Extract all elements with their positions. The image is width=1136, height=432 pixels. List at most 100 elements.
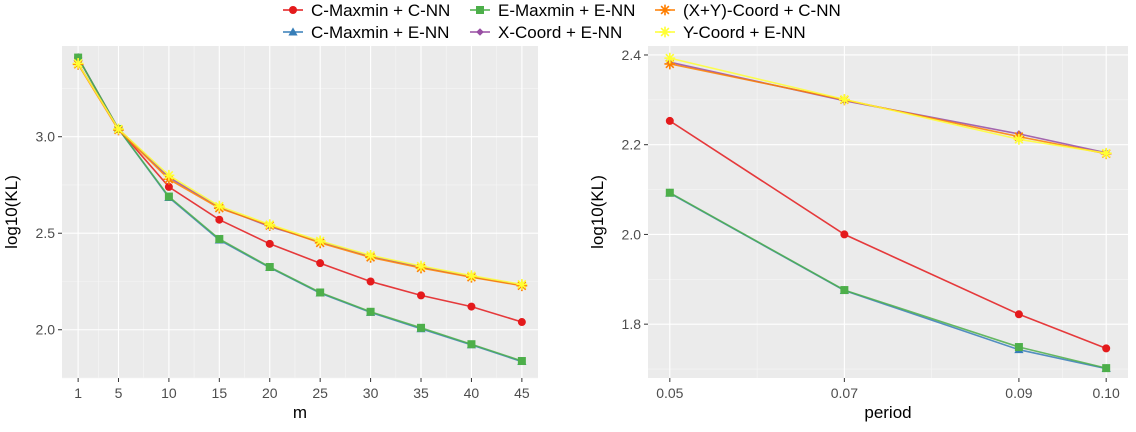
x-axis-label: period [864, 403, 911, 422]
data-point-cmax_cnn [840, 230, 849, 239]
data-point-cmax_cnn [215, 215, 224, 224]
series-emax_enn [665, 188, 1111, 373]
y-tick-label: 3.0 [36, 129, 56, 145]
data-point-ycoord_enn [1013, 133, 1025, 145]
x-tick-label: 0.07 [831, 385, 858, 401]
y-axis-label: log10(KL) [588, 175, 607, 249]
x-tick-label: 35 [413, 385, 429, 401]
data-point-cmax_cnn [417, 291, 426, 300]
y-tick-label: 2.4 [622, 47, 642, 63]
data-point-ycoord_enn [365, 250, 376, 261]
series-ycoord_enn [72, 57, 528, 290]
series-line-emax_enn [77, 57, 523, 362]
x-tick-label: 0.05 [656, 385, 683, 401]
legend-label: C-Maxmin + C-NN [311, 1, 450, 20]
x-tick-label: 0.10 [1093, 385, 1120, 401]
legend-label: X-Coord + E-NN [498, 23, 622, 42]
legend: C-Maxmin + C-NN C-Maxmin + E-NN E-Maxmin +… [283, 1, 841, 42]
data-point-emax_enn [215, 235, 224, 244]
y-tick-label: 1.8 [622, 316, 642, 332]
data-point-ycoord_enn [213, 200, 225, 212]
data-point-cmax_cnn [665, 116, 674, 125]
data-point-emax_enn [840, 286, 849, 295]
series-ycoord_enn [664, 52, 1112, 159]
data-point-ycoord_enn [466, 270, 477, 282]
data-point-ycoord_enn [113, 123, 124, 135]
y-tick-label: 2.5 [36, 225, 56, 241]
legend-item-xycoord_cnn: (X+Y)-Coord + C-NN [655, 1, 841, 20]
data-point-xycoord_cnn [664, 58, 676, 70]
data-point-emax_enn [74, 53, 83, 62]
legend-item-xcoord_enn: X-Coord + E-NN [470, 23, 622, 42]
x-tick-label: 40 [464, 385, 480, 401]
legend-label: C-Maxmin + E-NN [311, 23, 449, 42]
legend-key-marker [288, 27, 298, 36]
y-tick-label: 2.2 [622, 137, 642, 153]
y-tick-label: 2.0 [622, 226, 642, 242]
panel-period-background [648, 46, 1128, 378]
data-point-ycoord_enn [314, 235, 326, 247]
data-point-emax_enn [417, 323, 426, 332]
legend-item-cmax_cnn: C-Maxmin + C-NN [283, 1, 450, 20]
data-point-cmax_cnn [366, 277, 375, 286]
data-point-emax_enn [1014, 343, 1023, 352]
data-point-emax_enn [316, 288, 325, 297]
data-point-cmax_cnn [467, 302, 476, 311]
x-tick-label: 5 [115, 385, 123, 401]
x-tick-label: 45 [514, 385, 530, 401]
legend-item-cmax_enn: C-Maxmin + E-NN [283, 23, 449, 42]
x-tick-label: 20 [262, 385, 278, 401]
data-point-emax_enn [517, 357, 526, 366]
x-tick-label: 10 [161, 385, 177, 401]
data-point-emax_enn [1102, 364, 1111, 373]
data-point-cmax_cnn [164, 182, 173, 191]
legend-label: (X+Y)-Coord + C-NN [683, 1, 841, 20]
series-line-ycoord_enn [669, 57, 1107, 154]
series-line-xycoord_cnn [77, 63, 523, 287]
legend-key-marker [659, 4, 671, 16]
legend-label: E-Maxmin + E-NN [498, 1, 635, 20]
panel-m-major-grid [62, 46, 538, 378]
data-point-ycoord_enn [838, 93, 850, 105]
legend-key-marker [289, 6, 297, 14]
data-point-cmax_cnn [316, 259, 325, 268]
data-point-ycoord_enn [163, 169, 175, 181]
panel-m-background [62, 46, 538, 378]
series-line-cmax_cnn [77, 57, 523, 323]
data-point-ycoord_enn [415, 260, 427, 272]
data-point-emax_enn [164, 192, 173, 201]
x-axis-label: m [293, 403, 307, 422]
data-point-emax_enn [467, 340, 476, 349]
series-emax_enn [74, 53, 526, 366]
series-line-emax_enn [669, 192, 1107, 369]
data-point-cmax_cnn [517, 318, 526, 327]
data-point-ycoord_enn [264, 219, 276, 230]
series-cmax_cnn [665, 116, 1111, 353]
x-tick-label: 1 [74, 385, 82, 401]
legend-label: Y-Coord + E-NN [683, 23, 806, 42]
y-tick-label: 2.0 [36, 322, 56, 338]
data-point-emax_enn [265, 263, 274, 272]
data-point-cmax_cnn [1014, 310, 1023, 319]
series-line-xycoord_cnn [669, 63, 1107, 155]
x-tick-label: 15 [212, 385, 228, 401]
panel-period-minor-grid [648, 46, 1128, 378]
chart-panel-period: 0.05 0.07 0.09 0.10 1.8 2.0 2.2 2.4 period log10(… [588, 46, 1128, 422]
data-point-ycoord_enn [1100, 147, 1112, 159]
x-tick-label: 0.09 [1005, 385, 1032, 401]
data-point-cmax_cnn [265, 239, 274, 248]
data-point-ycoord_enn [72, 57, 84, 69]
legend-item-ycoord_enn: Y-Coord + E-NN [655, 23, 806, 42]
legend-key-marker [476, 6, 484, 14]
x-tick-label: 30 [363, 385, 379, 401]
data-point-emax_enn [665, 188, 674, 197]
y-axis-label: log10(KL) [2, 175, 21, 249]
data-point-ycoord_enn [516, 278, 528, 290]
legend-key-marker [659, 26, 671, 38]
series-line-ycoord_enn [77, 62, 523, 286]
legend-item-emax_enn: E-Maxmin + E-NN [470, 1, 635, 20]
legend-key-marker [476, 28, 484, 36]
data-point-emax_enn [366, 307, 375, 316]
data-point-cmax_cnn [1102, 344, 1111, 353]
